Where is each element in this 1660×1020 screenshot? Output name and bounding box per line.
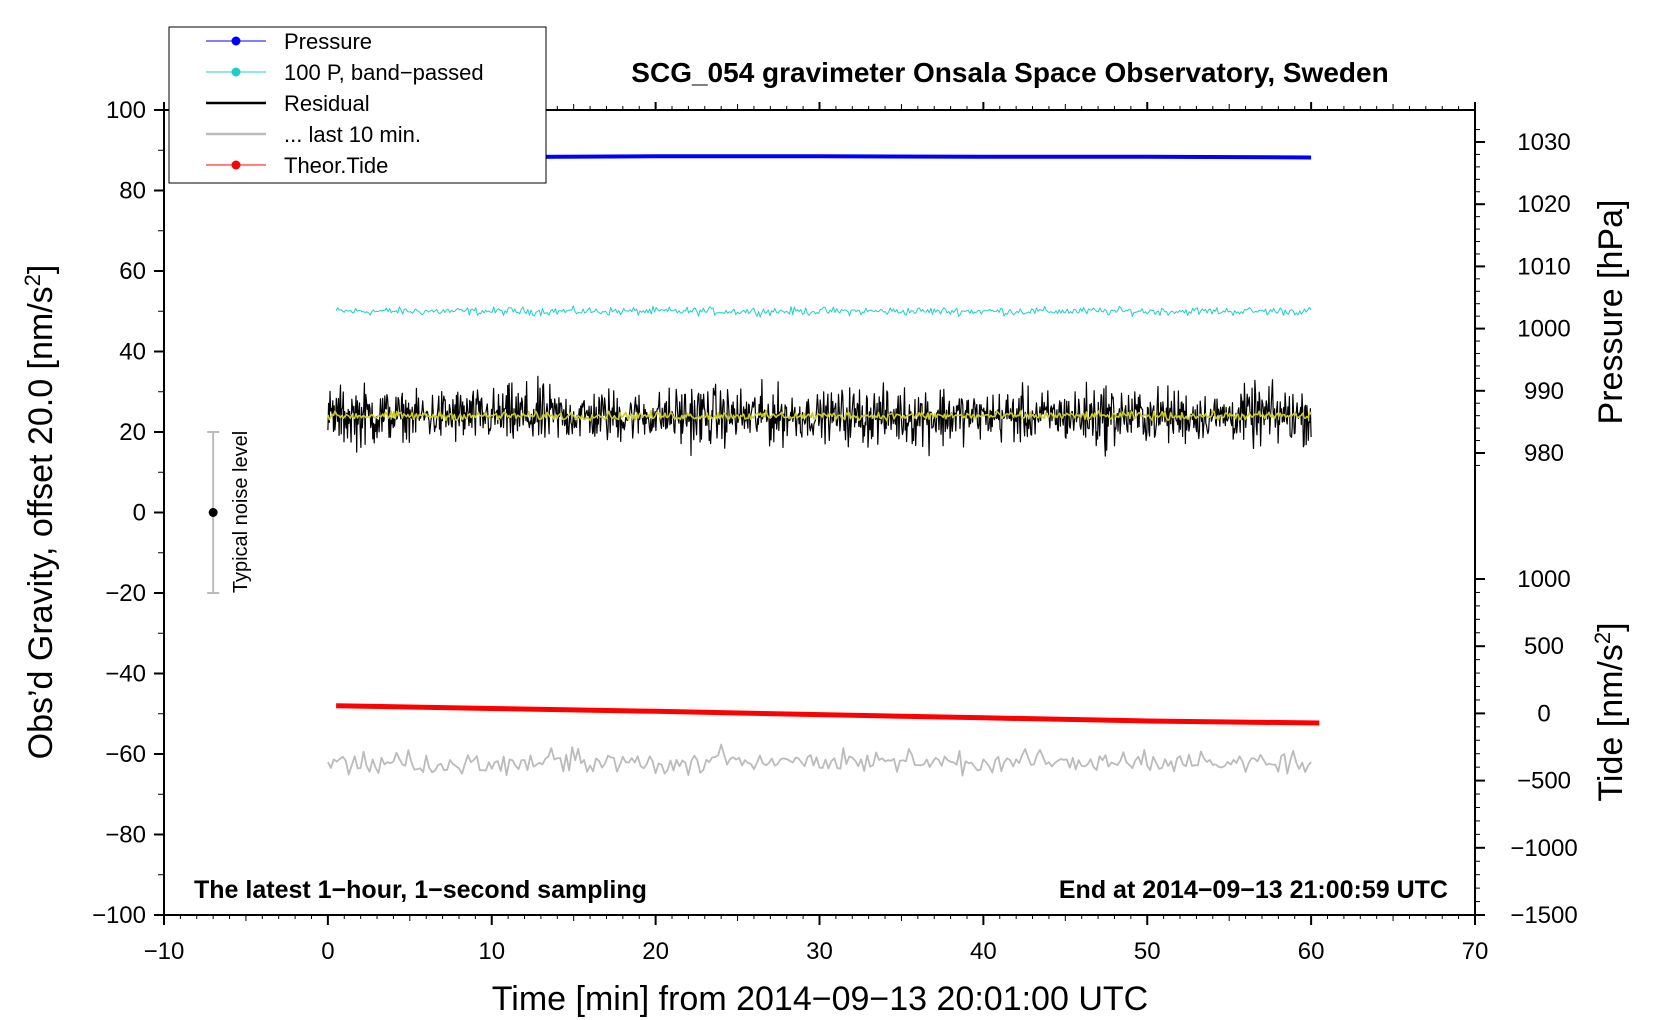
series-100-p-band-passed bbox=[335, 305, 1312, 318]
noise-bar-center bbox=[208, 508, 218, 517]
tide-tick-label: 500 bbox=[1524, 633, 1564, 660]
y-tick-label: 100 bbox=[106, 97, 146, 124]
noise-indicator bbox=[207, 431, 220, 594]
pressure-tick-label: 1010 bbox=[1517, 253, 1570, 280]
y-tick-label: 0 bbox=[133, 500, 146, 527]
y-tick-label: 60 bbox=[119, 258, 146, 285]
legend-label: Pressure bbox=[284, 29, 372, 54]
note-right: End at 2014−09−13 21:00:59 UTC bbox=[1059, 876, 1448, 904]
x-tick-label: 30 bbox=[806, 938, 833, 965]
tide-tick-label: −500 bbox=[1517, 768, 1571, 795]
tide-axis-title-sup: 2 bbox=[1590, 632, 1615, 644]
legend-label: 100 P, band−passed bbox=[284, 60, 484, 85]
note-left: The latest 1−hour, 1−second sampling bbox=[194, 876, 647, 904]
series--last-10-min- bbox=[327, 743, 1312, 777]
x-tick-label: 60 bbox=[1298, 938, 1325, 965]
plot-frame bbox=[163, 109, 1476, 916]
legend-box bbox=[168, 26, 547, 184]
series-theor-tide bbox=[336, 703, 1320, 726]
y-tick-label: −60 bbox=[105, 741, 146, 768]
x-tick-label: −10 bbox=[144, 938, 185, 965]
pressure-tick-label: 1020 bbox=[1517, 191, 1570, 218]
x-axis-title: Time [min] from 2014−09−13 20:01:00 UTC bbox=[492, 980, 1148, 1018]
y-axis-title-tail: ] bbox=[22, 265, 60, 274]
pressure-tick-label: 1030 bbox=[1517, 129, 1570, 156]
tide-tick-label: −1500 bbox=[1510, 902, 1577, 929]
series-smoothed-residual bbox=[327, 409, 1312, 422]
x-tick-label: 20 bbox=[642, 938, 669, 965]
legend-label: Residual bbox=[284, 91, 370, 116]
tide-tick-label: 1000 bbox=[1517, 566, 1570, 593]
tide-tick-label: 0 bbox=[1537, 700, 1550, 727]
tide-axis-title-main: Tide [nm/s bbox=[1592, 644, 1630, 801]
pressure-axis-title: Pressure [hPa] bbox=[1592, 200, 1630, 425]
y-tick-label: −100 bbox=[92, 902, 146, 929]
pressure-tick-label: 980 bbox=[1524, 440, 1564, 467]
y-tick-label: −80 bbox=[105, 822, 146, 849]
legend-label: ... last 10 min. bbox=[284, 122, 421, 147]
legend-label: Theor.Tide bbox=[284, 153, 388, 178]
legend: Pressure 100 P, band−passed Residual ... la… bbox=[168, 26, 547, 184]
x-tick-label: 10 bbox=[478, 938, 505, 965]
x-tick-label: 50 bbox=[1134, 938, 1161, 965]
y-tick-label: 40 bbox=[119, 339, 146, 366]
x-tick-label: 40 bbox=[970, 938, 997, 965]
legend-items: Pressure 100 P, band−passed Residual ... la… bbox=[206, 29, 484, 178]
axis-layer: −10 0 10 20 30 40 50 60 70−100−80−60−40−20020406… bbox=[92, 97, 1578, 965]
legend-marker bbox=[231, 67, 241, 77]
legend-marker bbox=[231, 36, 241, 46]
legend-marker bbox=[231, 160, 241, 170]
y-tick-label: 80 bbox=[119, 178, 146, 205]
y-axis-title: Obs’d Gravity, offset 20.0 [nm/s2] bbox=[20, 265, 60, 760]
tide-tick-label: −1000 bbox=[1510, 835, 1577, 862]
x-tick-label: 70 bbox=[1462, 938, 1489, 965]
y-axis-title-main: Obs’d Gravity, offset 20.0 [nm/s bbox=[22, 286, 60, 759]
tide-axis-title: Tide [nm/s2] bbox=[1590, 622, 1630, 801]
y-tick-label: 20 bbox=[119, 419, 146, 446]
y-tick-label: −40 bbox=[105, 661, 146, 688]
noise-label: Typical noise level bbox=[230, 431, 252, 593]
pressure-tick-label: 1000 bbox=[1517, 316, 1570, 343]
y-axis-title-sup: 2 bbox=[20, 274, 45, 286]
y-tick-label: −20 bbox=[105, 580, 146, 607]
tide-axis-title-tail: ] bbox=[1592, 622, 1630, 631]
series-layer bbox=[327, 154, 1320, 777]
chart-title: SCG_054 gravimeter Onsala Space Observat… bbox=[631, 57, 1388, 88]
pressure-tick-label: 990 bbox=[1524, 378, 1564, 405]
x-tick-label: 0 bbox=[321, 938, 334, 965]
